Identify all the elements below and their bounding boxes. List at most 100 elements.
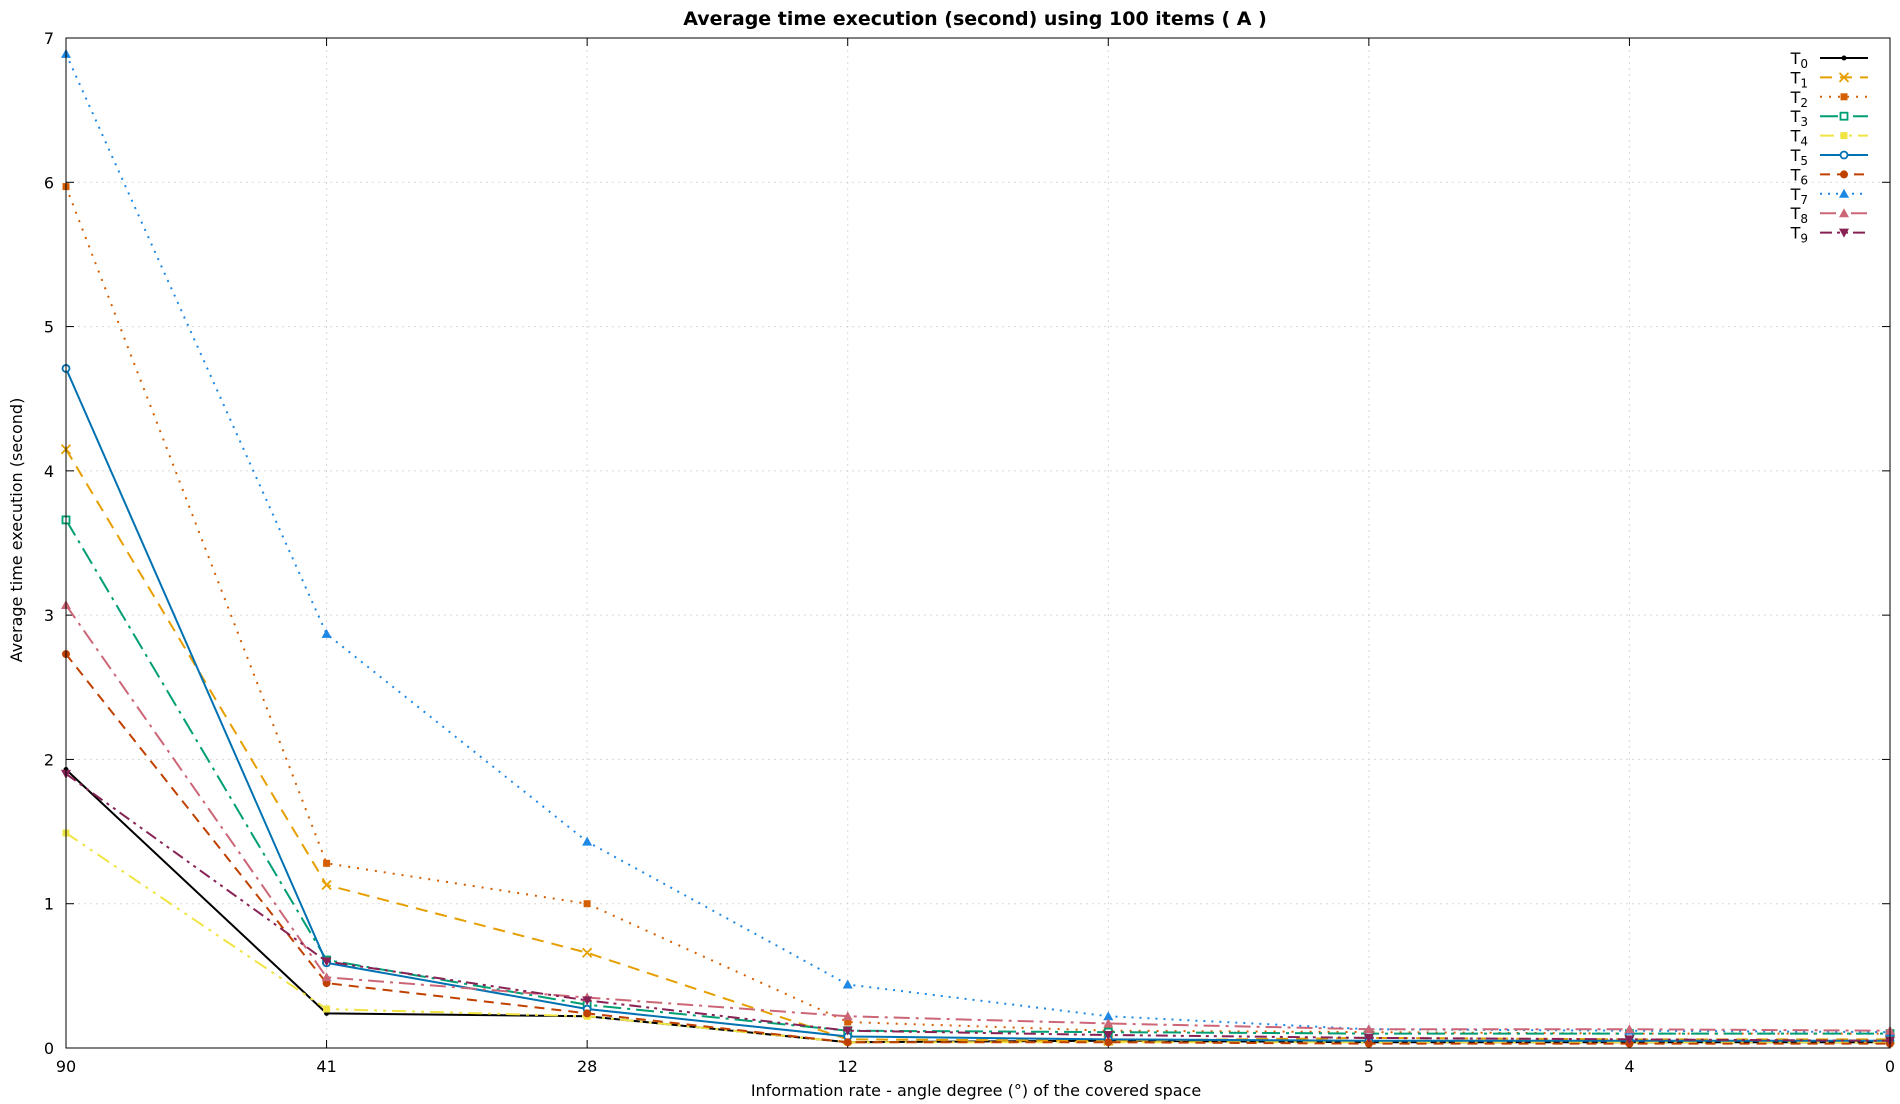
legend-name: T	[1790, 107, 1801, 126]
series-t7	[61, 48, 1895, 1037]
data-point	[842, 1026, 853, 1036]
data-point	[582, 947, 593, 958]
data-point	[583, 900, 591, 908]
data-point	[1103, 1031, 1114, 1041]
legend-subscript: 1	[1800, 76, 1808, 90]
legend-marker	[1839, 208, 1849, 218]
legend-name: T	[1790, 88, 1801, 107]
data-point	[1103, 1011, 1114, 1021]
y-axis-label: Average time execution (second)	[7, 398, 26, 663]
legend-label: T7	[1790, 185, 1808, 207]
legend-label: T8	[1790, 204, 1808, 226]
series-layer	[60, 48, 1896, 1048]
legend-name: T	[1790, 68, 1801, 87]
data-point	[321, 972, 332, 982]
legend-label: T2	[1790, 88, 1808, 110]
data-point	[321, 628, 332, 638]
legend-name: T	[1790, 224, 1801, 243]
series-t3	[61, 515, 1895, 1038]
legend-item-t0: T0	[1790, 49, 1868, 71]
data-point	[842, 1011, 853, 1021]
legend-marker	[1839, 111, 1849, 121]
legend-marker	[1838, 72, 1850, 83]
legend-label: T6	[1790, 165, 1808, 187]
legend-label: T5	[1790, 146, 1808, 168]
y-tick-label: 0	[44, 1039, 54, 1058]
legend-marker	[1839, 150, 1849, 160]
data-point	[1104, 1038, 1113, 1047]
data-point	[842, 979, 853, 989]
data-point	[1363, 1024, 1374, 1034]
data-point	[1624, 1035, 1635, 1045]
legend-item-t5: T5	[1790, 146, 1868, 168]
x-axis-label: Information rate - angle degree (°) of t…	[751, 1081, 1201, 1100]
legend-item-t6: T6	[1790, 165, 1868, 187]
y-tick-label: 4	[44, 462, 54, 481]
legend-item-t3: T3	[1790, 107, 1868, 129]
legend-label: T0	[1790, 49, 1808, 71]
legend-subscript: 5	[1800, 154, 1808, 168]
chart-title: Average time execution (second) using 10…	[683, 8, 1267, 30]
series-t8	[61, 600, 1895, 1035]
y-tick-label: 2	[44, 750, 54, 769]
data-point	[844, 1018, 852, 1026]
legend-label: T9	[1790, 224, 1808, 246]
plot-frame	[65, 37, 1891, 1049]
legend-item-t7: T7	[1790, 185, 1868, 207]
data-point	[1363, 1033, 1374, 1043]
series-line-t3	[65, 519, 1890, 1035]
x-tick-label: 5	[1364, 1057, 1374, 1076]
legend-subscript: 9	[1800, 232, 1808, 246]
y-tick-label: 5	[44, 318, 54, 337]
y-tick-label: 7	[44, 29, 54, 48]
legend-item-t9: T9	[1790, 224, 1868, 246]
legend-name: T	[1790, 165, 1801, 184]
series-t9	[61, 769, 1895, 1046]
x-tick-label: 28	[577, 1057, 597, 1076]
y-tick-label: 3	[44, 606, 54, 625]
data-point	[321, 879, 332, 891]
series-line-t0	[65, 768, 1890, 1044]
grid	[66, 38, 1890, 1048]
series-line-t2	[65, 186, 1890, 1035]
series-t5	[61, 364, 1895, 1046]
legend-subscript: 3	[1800, 115, 1808, 129]
series-line-t7	[65, 53, 1891, 1034]
legend-marker	[1840, 93, 1848, 101]
legend-item-t8: T8	[1790, 204, 1868, 226]
series-line-t1	[65, 448, 1890, 1042]
legend-name: T	[1790, 127, 1801, 146]
legend-name: T	[1790, 204, 1801, 223]
legend-item-t4: T4	[1790, 127, 1868, 149]
x-tick-label: 41	[316, 1057, 336, 1076]
legend-marker	[1841, 55, 1847, 61]
data-point	[323, 859, 331, 867]
series-t0	[63, 767, 1893, 1045]
data-point	[1364, 1039, 1373, 1048]
legend-subscript: 8	[1800, 212, 1808, 226]
series-line-t8	[65, 604, 1891, 1032]
legend-marker	[1839, 188, 1849, 198]
x-tick-label: 0	[1885, 1057, 1895, 1076]
data-point	[582, 996, 593, 1006]
series-t2	[62, 183, 1894, 1038]
legend-label: T1	[1790, 68, 1808, 90]
legend-subscript: 6	[1800, 173, 1808, 187]
data-point	[582, 836, 593, 846]
series-line-t9	[65, 773, 1891, 1042]
legend-marker	[1840, 132, 1848, 140]
legend-name: T	[1790, 146, 1801, 165]
legend-subscript: 4	[1800, 135, 1808, 149]
x-tick-label: 8	[1103, 1057, 1113, 1076]
y-tick-label: 6	[44, 173, 54, 192]
legend-subscript: 0	[1800, 57, 1808, 71]
legend-marker	[1840, 170, 1848, 179]
legend-item-t2: T2	[1790, 88, 1868, 110]
data-point	[1103, 1018, 1114, 1028]
data-point	[323, 1005, 331, 1013]
data-point	[843, 1038, 852, 1047]
